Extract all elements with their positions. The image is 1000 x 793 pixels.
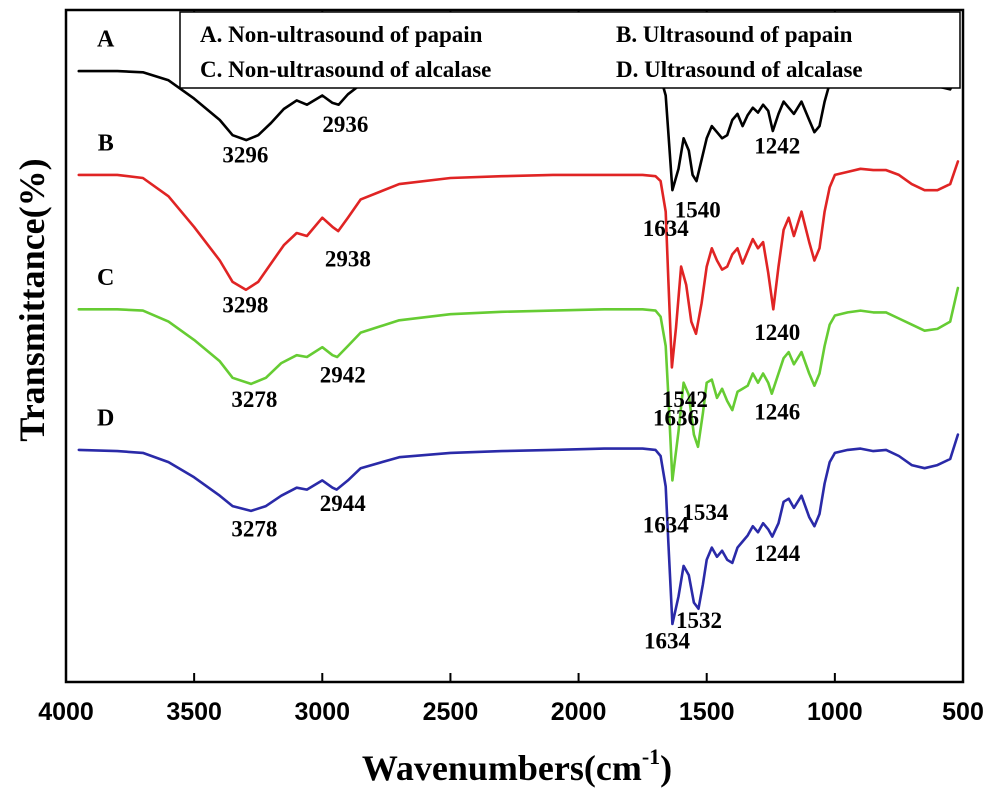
x-tick-label-1000: 1000	[807, 698, 863, 726]
series-letter-a: A	[97, 27, 115, 53]
peak-label-1542-8: 1542	[662, 387, 708, 412]
y-axis-title: Transmittance(%)	[12, 158, 52, 441]
x-tick-label-2000: 2000	[551, 698, 607, 726]
peak-label-1246-12: 1246	[754, 399, 800, 424]
peak-label-2936-1: 2936	[322, 112, 368, 137]
series-layer	[77, 69, 960, 626]
legend-entry-b: B. Ultrasound of papain	[616, 22, 853, 47]
peak-label-3278-10: 3278	[231, 387, 277, 412]
series-line-b	[77, 160, 960, 369]
peak-label-1534-13: 1534	[682, 500, 729, 525]
peak-label-2944-16: 2944	[320, 491, 367, 516]
x-tick-label-4000: 4000	[38, 698, 94, 726]
peak-label-1634-3: 1634	[643, 216, 690, 241]
series-letter-c: C	[97, 265, 114, 291]
peak-label-2942-11: 2942	[320, 363, 366, 388]
peak-label-1242-4: 1242	[754, 134, 800, 159]
peak-label-1636-9: 1636	[653, 405, 699, 430]
peak-label-1634-14: 1634	[643, 512, 690, 537]
annotations-layer: ABCD329629361540163412423298293812401542…	[97, 27, 801, 654]
peak-label-1240-7: 1240	[754, 320, 800, 345]
plot-frame	[64, 8, 965, 684]
peak-label-1244-17: 1244	[754, 541, 801, 566]
peak-label-1634-19: 1634	[644, 628, 691, 653]
series-line-c	[77, 286, 960, 482]
peak-label-3296-0: 3296	[222, 143, 268, 168]
series-letter-b: B	[98, 131, 114, 157]
x-axis-title: Wavenumbers(cm-1)	[362, 744, 672, 788]
x-tick-label-3500: 3500	[166, 698, 222, 726]
legend-box	[179, 11, 961, 89]
legend-entry-a: A. Non-ultrasound of papain	[200, 22, 483, 47]
x-tick-label-500: 500	[942, 698, 984, 726]
x-tick-label-3000: 3000	[294, 698, 350, 726]
series-line-d	[77, 433, 960, 626]
legend: A. Non-ultrasound of papain B. Ultrasoun…	[179, 11, 961, 89]
x-tick-label-2500: 2500	[423, 698, 479, 726]
legend-entry-d: D. Ultrasound of alcalase	[616, 57, 863, 82]
x-axis-title-superscript: -1	[642, 744, 660, 769]
peak-label-3278-15: 3278	[231, 517, 277, 542]
x-axis-title-main: Wavenumbers(cm	[362, 748, 642, 788]
peak-label-1540-2: 1540	[675, 198, 721, 223]
peak-label-2938-6: 2938	[325, 247, 371, 272]
x-axis: 4000 3500 3000 2500 2000 1500 1000 500	[38, 10, 984, 726]
peak-label-1532-18: 1532	[676, 608, 722, 633]
legend-entry-c: C. Non-ultrasound of alcalase	[200, 57, 491, 82]
x-axis-title-suffix: )	[660, 748, 672, 788]
series-letter-d: D	[97, 405, 114, 431]
peak-label-3298-5: 3298	[222, 292, 268, 317]
x-tick-label-1500: 1500	[679, 698, 735, 726]
series-line-a	[77, 69, 960, 192]
